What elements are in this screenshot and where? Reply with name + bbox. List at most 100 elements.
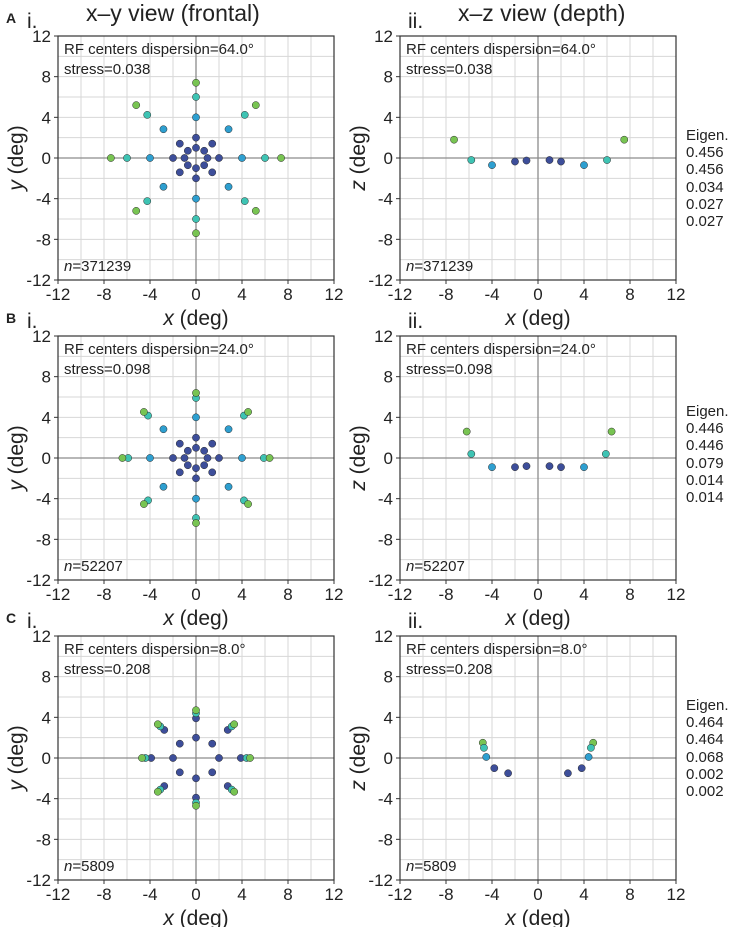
y-tick-label: 4	[384, 708, 393, 727]
data-point	[192, 174, 200, 183]
data-point	[153, 720, 162, 729]
y-axis-variable: y	[5, 779, 28, 793]
y-axis-unit: (deg)	[347, 725, 370, 780]
data-point	[146, 154, 154, 162]
y-axis-unit: (deg)	[347, 425, 370, 480]
data-point	[238, 154, 246, 162]
y-tick-label: 8	[384, 68, 393, 87]
x-tick-label: -12	[388, 585, 413, 604]
x-axis-label: x (deg)	[504, 307, 570, 330]
data-point	[230, 720, 239, 729]
data-point	[208, 139, 217, 148]
y-tick-label: 0	[42, 149, 51, 168]
x-axis-label: x (deg)	[162, 607, 228, 630]
x-axis-variable: x	[504, 907, 517, 927]
y-axis-label: y (deg)	[5, 425, 28, 492]
eigen-value: 0.456	[686, 161, 724, 179]
x-axis-variable: x	[162, 607, 175, 630]
n-value: =371239	[72, 258, 131, 275]
x-tick-label: 0	[191, 285, 200, 304]
eigen-value: 0.014	[686, 489, 724, 507]
x-tick-label: -4	[484, 585, 499, 604]
y-tick-label: -4	[36, 190, 51, 209]
y-tick-label: 4	[42, 108, 51, 127]
data-point	[511, 463, 519, 471]
data-point	[602, 450, 610, 458]
x-tick-label: 12	[325, 285, 344, 304]
n-symbol: n	[406, 558, 414, 575]
stress-annotation: stress=0.038	[64, 61, 150, 78]
data-point	[467, 450, 476, 458]
data-point	[564, 769, 572, 778]
data-point	[180, 454, 189, 462]
eigen-value: 0.464	[686, 731, 724, 749]
x-axis-label: x (deg)	[504, 907, 570, 927]
data-point	[208, 168, 217, 177]
data-point	[175, 739, 184, 748]
dispersion-annotation: RF centers dispersion=8.0°	[64, 641, 246, 658]
data-point	[215, 754, 223, 762]
y-axis-variable: y	[5, 179, 28, 193]
eigen-value: 0.068	[686, 748, 724, 766]
y-tick-label: 8	[42, 368, 51, 387]
data-point	[251, 207, 260, 215]
y-tick-label: 0	[384, 449, 393, 468]
x-axis-unit: (deg)	[174, 907, 229, 927]
x-tick-label: 0	[533, 285, 542, 304]
y-axis-variable: z	[347, 480, 370, 492]
data-point	[169, 454, 177, 462]
n-count-annotation: n=52207	[406, 558, 465, 575]
eigen-label: Eigen.	[686, 697, 729, 714]
panel-letter-B: B	[6, 310, 17, 326]
data-point	[240, 197, 249, 205]
data-point	[192, 133, 200, 142]
x-tick-label: 12	[667, 285, 686, 304]
data-point	[203, 154, 212, 162]
y-tick-label: -8	[36, 230, 51, 249]
data-point	[175, 439, 184, 448]
x-tick-label: 4	[579, 585, 588, 604]
x-tick-label: -12	[388, 885, 413, 904]
x-tick-label: 0	[191, 885, 200, 904]
data-point	[208, 739, 217, 748]
y-tick-label: -8	[378, 230, 393, 249]
data-point	[143, 197, 152, 205]
y-tick-label: 12	[374, 627, 393, 646]
data-point	[200, 461, 209, 470]
y-tick-label: -12	[368, 871, 393, 890]
data-point	[265, 454, 274, 462]
data-point	[246, 754, 254, 762]
data-point	[224, 425, 233, 434]
y-axis-label: z (deg)	[347, 425, 370, 491]
data-point	[192, 143, 200, 152]
n-value: =5809	[414, 858, 456, 875]
data-point	[480, 743, 488, 752]
x-axis-unit: (deg)	[516, 907, 571, 927]
data-point	[251, 101, 260, 109]
data-point	[580, 161, 588, 169]
n-count-annotation: n=5809	[64, 858, 114, 875]
data-point	[175, 468, 184, 477]
y-tick-label: 4	[384, 408, 393, 427]
stress-annotation: stress=0.098	[406, 361, 492, 378]
x-tick-label: -4	[484, 885, 499, 904]
n-value: =371239	[414, 258, 473, 275]
y-axis-variable: y	[5, 479, 28, 493]
y-tick-label: 0	[384, 749, 393, 768]
x-tick-label: -4	[142, 885, 157, 904]
y-tick-label: -4	[378, 790, 393, 809]
n-count-annotation: n=371239	[406, 258, 473, 275]
eigen-value: 0.027	[686, 213, 724, 231]
data-point	[192, 164, 200, 173]
stress-annotation: stress=0.038	[406, 61, 492, 78]
dispersion-annotation: RF centers dispersion=64.0°	[64, 41, 254, 58]
data-point	[545, 462, 554, 470]
x-tick-label: -4	[484, 285, 499, 304]
eigen-value: 0.446	[686, 437, 724, 455]
eigen-value: 0.002	[686, 765, 724, 783]
data-point	[200, 146, 209, 155]
data-point	[132, 101, 141, 109]
data-point	[132, 207, 141, 215]
